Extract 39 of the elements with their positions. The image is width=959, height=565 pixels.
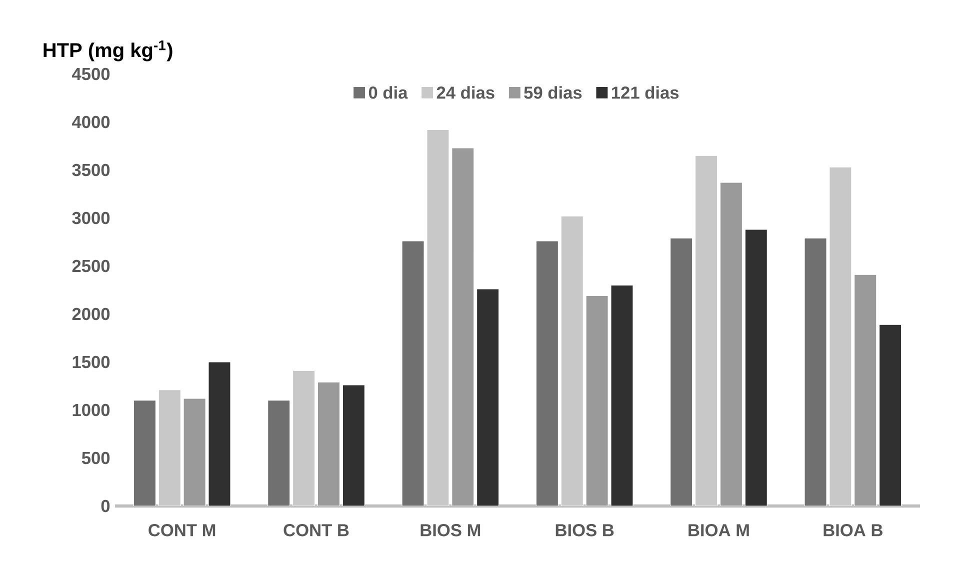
bar bbox=[586, 295, 608, 506]
legend-label: 24 dias bbox=[436, 86, 494, 99]
bar bbox=[133, 400, 156, 506]
bar bbox=[804, 238, 827, 506]
x-tick-label: BIOS B bbox=[556, 524, 614, 536]
x-tick-label: BIOS M bbox=[420, 524, 480, 536]
y-tick-label: 500 bbox=[82, 452, 110, 464]
y-tick-label: 4000 bbox=[72, 116, 110, 128]
y-tick-label: 2500 bbox=[72, 260, 110, 272]
bar bbox=[317, 382, 340, 506]
legend-label: 59 dias bbox=[524, 86, 582, 99]
legend-label: 0 dia bbox=[368, 86, 408, 99]
bar bbox=[879, 324, 902, 506]
x-tick-label: CONT B bbox=[284, 524, 349, 536]
bar bbox=[720, 182, 742, 506]
y-tick-label: 1000 bbox=[72, 404, 110, 416]
y-tick-label: 4500 bbox=[72, 68, 110, 80]
y-tick-label: 0 bbox=[101, 500, 110, 512]
bar bbox=[183, 398, 206, 506]
bar bbox=[342, 384, 365, 506]
x-tick-label: CONT M bbox=[148, 524, 216, 536]
legend-label: 121 dias bbox=[612, 86, 679, 99]
x-tick-label: BIOA M bbox=[688, 524, 749, 536]
bar bbox=[744, 229, 768, 506]
y-tick-label: 3500 bbox=[72, 164, 110, 176]
bar bbox=[536, 240, 558, 506]
y-tick-label: 2000 bbox=[72, 308, 110, 320]
bar bbox=[670, 238, 693, 506]
y-tick-label: 3000 bbox=[72, 212, 110, 224]
bar bbox=[268, 400, 290, 506]
bar bbox=[208, 362, 231, 506]
y-tick-label: 1500 bbox=[72, 356, 110, 368]
bar bbox=[452, 148, 474, 506]
y-axis-title: HTP (mg kg$^{-1}$) bbox=[44, 40, 172, 62]
bar bbox=[402, 240, 424, 506]
bar bbox=[610, 284, 634, 506]
bar bbox=[854, 274, 877, 506]
bar bbox=[476, 288, 500, 506]
x-tick-label: BIOA B bbox=[824, 524, 882, 536]
